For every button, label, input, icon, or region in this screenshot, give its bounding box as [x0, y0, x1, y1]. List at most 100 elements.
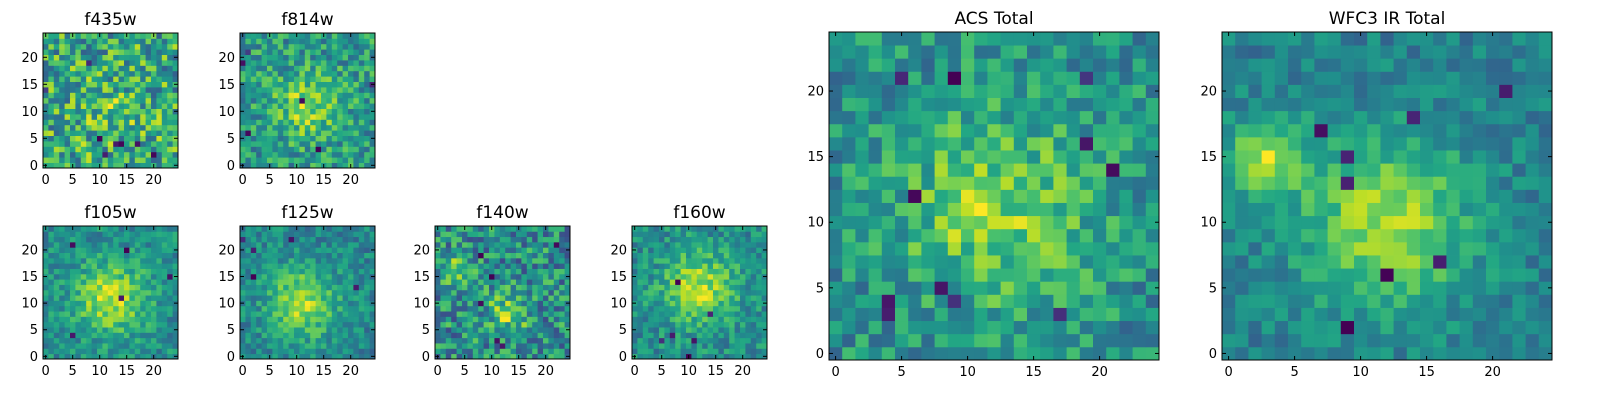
heatmap-cell [532, 279, 538, 285]
heatmap-cell [118, 332, 125, 339]
heatmap-cell [250, 151, 257, 158]
heatmap-cell [895, 241, 909, 256]
heatmap-cell [59, 43, 65, 50]
heatmap-cell [1000, 346, 1015, 361]
heatmap-cell [272, 268, 279, 275]
heatmap-cell [489, 289, 495, 296]
heatmap-cell [934, 255, 949, 269]
heatmap-cell [161, 151, 168, 158]
heatmap-cell [521, 295, 528, 301]
y-tick-label: 20 [21, 243, 38, 258]
heatmap-cell [288, 273, 295, 280]
heatmap-cell [288, 108, 295, 115]
heatmap-cell [348, 284, 354, 291]
heatmap-cell [895, 320, 909, 335]
heatmap-cell [1132, 71, 1147, 85]
heatmap-cell [532, 241, 538, 248]
heatmap-cell [161, 289, 168, 296]
heatmap-cell [462, 332, 468, 339]
heatmap-cell [1314, 320, 1328, 335]
heatmap-cell [1145, 255, 1160, 269]
heatmap-cell [80, 305, 87, 312]
heatmap-cell [472, 263, 479, 269]
heatmap-cell [761, 241, 768, 248]
heatmap-cell [1327, 202, 1342, 217]
heatmap-cell [1027, 228, 1041, 243]
heatmap-cell [516, 231, 522, 238]
heatmap-cell [659, 311, 665, 317]
x-tick-label: 15 [1025, 365, 1042, 380]
heatmap-cell [505, 231, 511, 238]
heatmap-cell [440, 295, 447, 301]
heatmap-cell [64, 337, 71, 344]
heatmap-cell [118, 305, 125, 312]
heatmap-cell [140, 97, 146, 104]
heatmap-cell [1145, 45, 1160, 59]
heatmap-cell [261, 343, 268, 349]
heatmap-cell [718, 268, 725, 275]
heatmap-cell [553, 295, 560, 301]
heatmap-cell [723, 268, 730, 275]
heatmap-cell [947, 346, 962, 361]
heatmap-cell [1132, 294, 1147, 308]
heatmap-cell [494, 241, 501, 248]
heatmap-cell [250, 332, 257, 339]
heatmap-cell [1472, 176, 1487, 190]
heatmap-cell [288, 263, 295, 269]
heatmap-cell [707, 252, 714, 259]
heatmap-cell [1235, 241, 1249, 256]
heatmap-cell [113, 241, 119, 248]
heatmap-cell [691, 295, 698, 301]
heatmap-cell [250, 316, 257, 323]
heatmap-cell [64, 103, 71, 109]
heatmap-cell [75, 348, 82, 355]
heatmap-cell [353, 343, 360, 349]
heatmap-cell [250, 252, 257, 259]
heatmap-cell [1420, 255, 1434, 269]
heatmap-cell [440, 316, 447, 323]
heatmap-cell [1222, 163, 1236, 177]
heatmap-cell [240, 252, 246, 259]
heatmap-cell [934, 71, 949, 85]
heatmap-cell [70, 38, 76, 45]
heatmap-cell [315, 241, 322, 248]
heatmap-cell [310, 247, 316, 253]
heatmap-cell [326, 151, 333, 158]
heatmap-cell [653, 321, 660, 328]
heatmap-cell [91, 321, 98, 328]
heatmap-cell [304, 119, 311, 126]
heatmap-cell [118, 236, 125, 243]
heatmap-cell [261, 141, 268, 147]
heatmap-cell [369, 231, 376, 238]
heatmap-cell [140, 268, 146, 275]
heatmap-cell [161, 38, 168, 45]
heatmap-cell [1393, 294, 1408, 308]
heatmap-cell [321, 231, 327, 238]
heatmap-cell [445, 327, 452, 333]
heatmap-cell [505, 321, 511, 328]
heatmap-cell [315, 103, 322, 109]
heatmap-cell [86, 162, 92, 169]
heatmap-cell [288, 43, 295, 50]
heatmap-cell [113, 103, 119, 109]
heatmap-cell [642, 252, 649, 259]
heatmap-cell [283, 33, 289, 39]
heatmap-cell [908, 97, 922, 112]
heatmap-cell [669, 305, 676, 312]
heatmap-cell [1235, 215, 1249, 230]
heatmap-cell [1274, 333, 1289, 348]
heatmap-cell [64, 65, 71, 72]
heatmap-cell [713, 327, 719, 333]
heatmap-cell [161, 337, 168, 344]
heatmap-cell [1499, 189, 1513, 203]
heatmap-cell [729, 226, 735, 232]
heatmap-cell [102, 141, 109, 147]
heatmap-cell [283, 305, 289, 312]
heatmap-cell [1380, 346, 1394, 361]
heatmap-cell [723, 337, 730, 344]
heatmap-cell [532, 273, 538, 280]
heatmap-cell [288, 300, 295, 307]
heatmap-cell [499, 279, 506, 285]
y-tick-label: 5 [30, 132, 38, 147]
